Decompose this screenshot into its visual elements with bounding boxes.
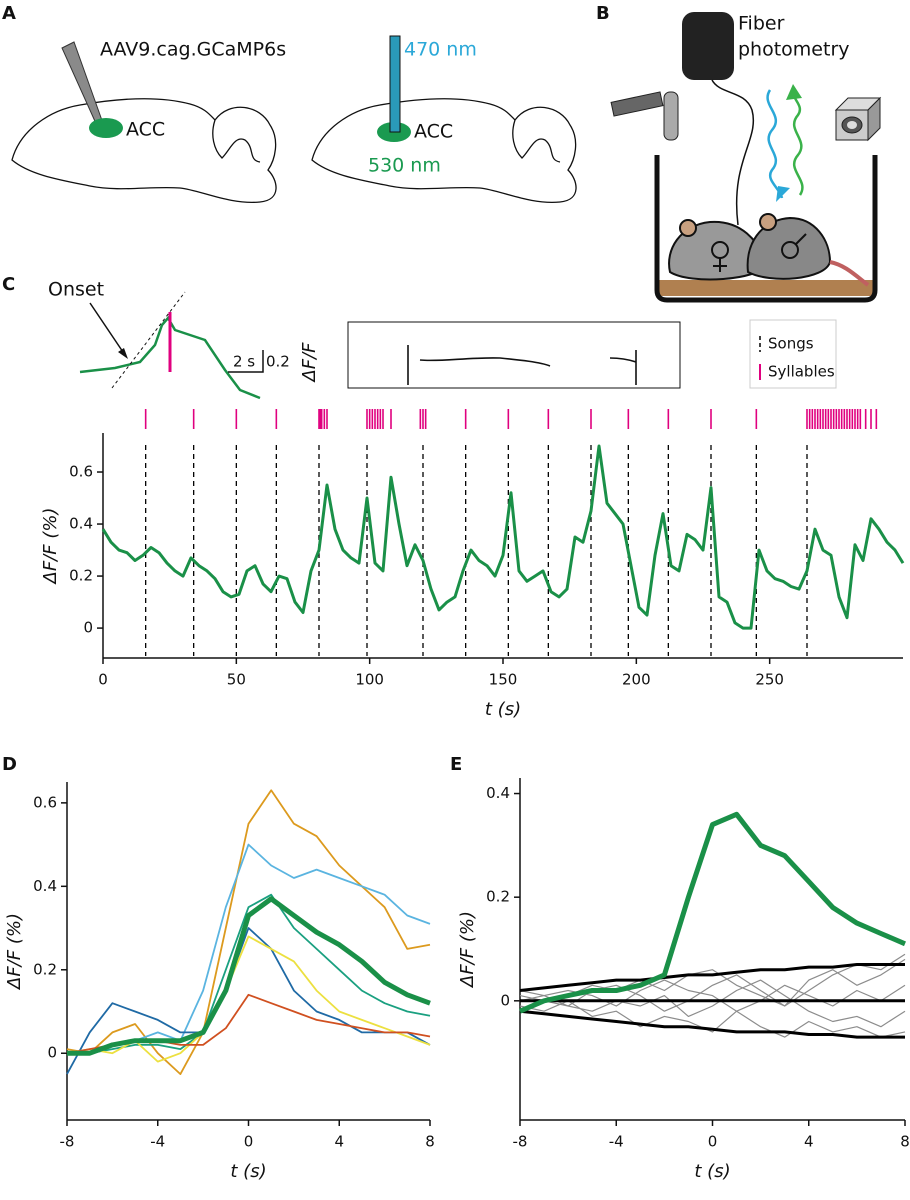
spectrogram-trace: [407, 345, 637, 385]
emission-label: 530 nm: [368, 155, 441, 177]
y-tick-label: 0.2: [69, 567, 93, 585]
brain-right: [311, 98, 577, 204]
x-tick-label: -8: [513, 1133, 528, 1151]
onset-tangent: [111, 291, 186, 389]
value-scale: 0.2: [266, 353, 290, 371]
brain-left: [11, 98, 277, 204]
series-line: [519, 963, 905, 992]
legend-label: Syllables: [768, 363, 835, 381]
scale-bar: [228, 350, 264, 373]
pipette: [61, 41, 105, 129]
y-axis-label: ΔF/F (%): [4, 913, 25, 991]
series-line: [66, 935, 431, 1063]
arrow-head: [786, 84, 802, 100]
y-tick-label: 0.4: [486, 784, 510, 802]
x-tick-label: 100: [355, 671, 384, 689]
y-tick-label: 0.6: [33, 793, 57, 811]
x-tick-label: 150: [489, 671, 518, 689]
light-source: [610, 91, 679, 141]
x-tick-label: 0: [244, 1133, 254, 1151]
series-line: [67, 893, 431, 1055]
emission-wave: [792, 91, 804, 196]
x-tick-label: 0: [708, 1133, 718, 1151]
onset-trace: [79, 315, 261, 400]
excitation-label: 470 nm: [404, 39, 477, 61]
x-axis-label: t (s): [485, 699, 521, 720]
series-line: [101, 444, 905, 630]
y-tick-label: 0.4: [69, 515, 93, 533]
value-scale-label: ΔF/F: [299, 342, 320, 384]
optic-fiber: [389, 35, 401, 133]
x-tick-label: 200: [622, 671, 651, 689]
x-tick-label: -4: [609, 1133, 624, 1151]
panel-label: B: [596, 3, 610, 24]
fiber-cable: [711, 79, 755, 226]
y-tick-label: 0: [500, 991, 510, 1009]
device-label: Fiber: [738, 13, 785, 35]
photometry-device: [682, 12, 734, 80]
arrow-head: [118, 348, 128, 359]
y-tick-label: 0.2: [33, 960, 57, 978]
y-tick-label: 0: [47, 1044, 57, 1062]
mouse-female: [668, 219, 767, 281]
x-axis-label: t (s): [230, 1161, 266, 1182]
cage: [654, 155, 878, 303]
time-scale: 2 s: [233, 353, 255, 371]
x-tick-label: 0: [98, 671, 108, 689]
x-tick-label: 8: [900, 1133, 910, 1151]
y-axis-label: ΔF/F (%): [40, 508, 61, 586]
speaker: [834, 96, 882, 142]
mouse-male: [746, 213, 870, 287]
x-tick-label: 50: [227, 671, 246, 689]
series-line: [67, 843, 431, 1055]
region-label: ACC: [414, 121, 453, 143]
series-line: [519, 953, 906, 1012]
y-tick-label: 0.2: [486, 888, 510, 906]
acc-spot: [89, 118, 123, 138]
y-tick-label: 0.4: [33, 877, 57, 895]
region-label: ACC: [126, 119, 165, 141]
x-tick-label: 4: [334, 1133, 344, 1151]
y-tick-label: 0.6: [69, 463, 93, 481]
series-line: [66, 927, 431, 1075]
inset-annotation: Onset: [48, 279, 104, 301]
series-line: [519, 1009, 905, 1039]
series-line: [519, 811, 906, 1014]
y-tick-label: 0: [83, 619, 93, 637]
series-line: [67, 896, 431, 1056]
excitation-wave: [766, 89, 784, 199]
series-line: [519, 1000, 906, 1038]
device-label: photometry: [738, 39, 850, 61]
x-tick-label: -8: [60, 1133, 75, 1151]
panel-label: D: [2, 754, 17, 775]
series-line: [519, 958, 906, 1012]
x-tick-label: 8: [425, 1133, 435, 1151]
spectrogram: [347, 321, 681, 389]
panel-label: C: [2, 274, 15, 295]
injection-label: AAV9.cag.GCaMP6s: [100, 39, 286, 61]
legend-box: [749, 319, 837, 389]
x-tick-label: 250: [755, 671, 784, 689]
panel-label: A: [2, 3, 16, 24]
arrow-head: [776, 186, 790, 202]
x-tick-label: 4: [804, 1133, 814, 1151]
series-line: [66, 789, 431, 1075]
legend-label: Songs: [768, 335, 814, 353]
series-line: [519, 979, 906, 1028]
x-axis-label: t (s): [694, 1161, 730, 1182]
bedding: [657, 280, 875, 296]
panel-label: E: [450, 754, 462, 775]
x-tick-label: -4: [150, 1133, 165, 1151]
y-axis-label: ΔF/F (%): [457, 911, 478, 989]
onset-arrow: [89, 302, 126, 356]
